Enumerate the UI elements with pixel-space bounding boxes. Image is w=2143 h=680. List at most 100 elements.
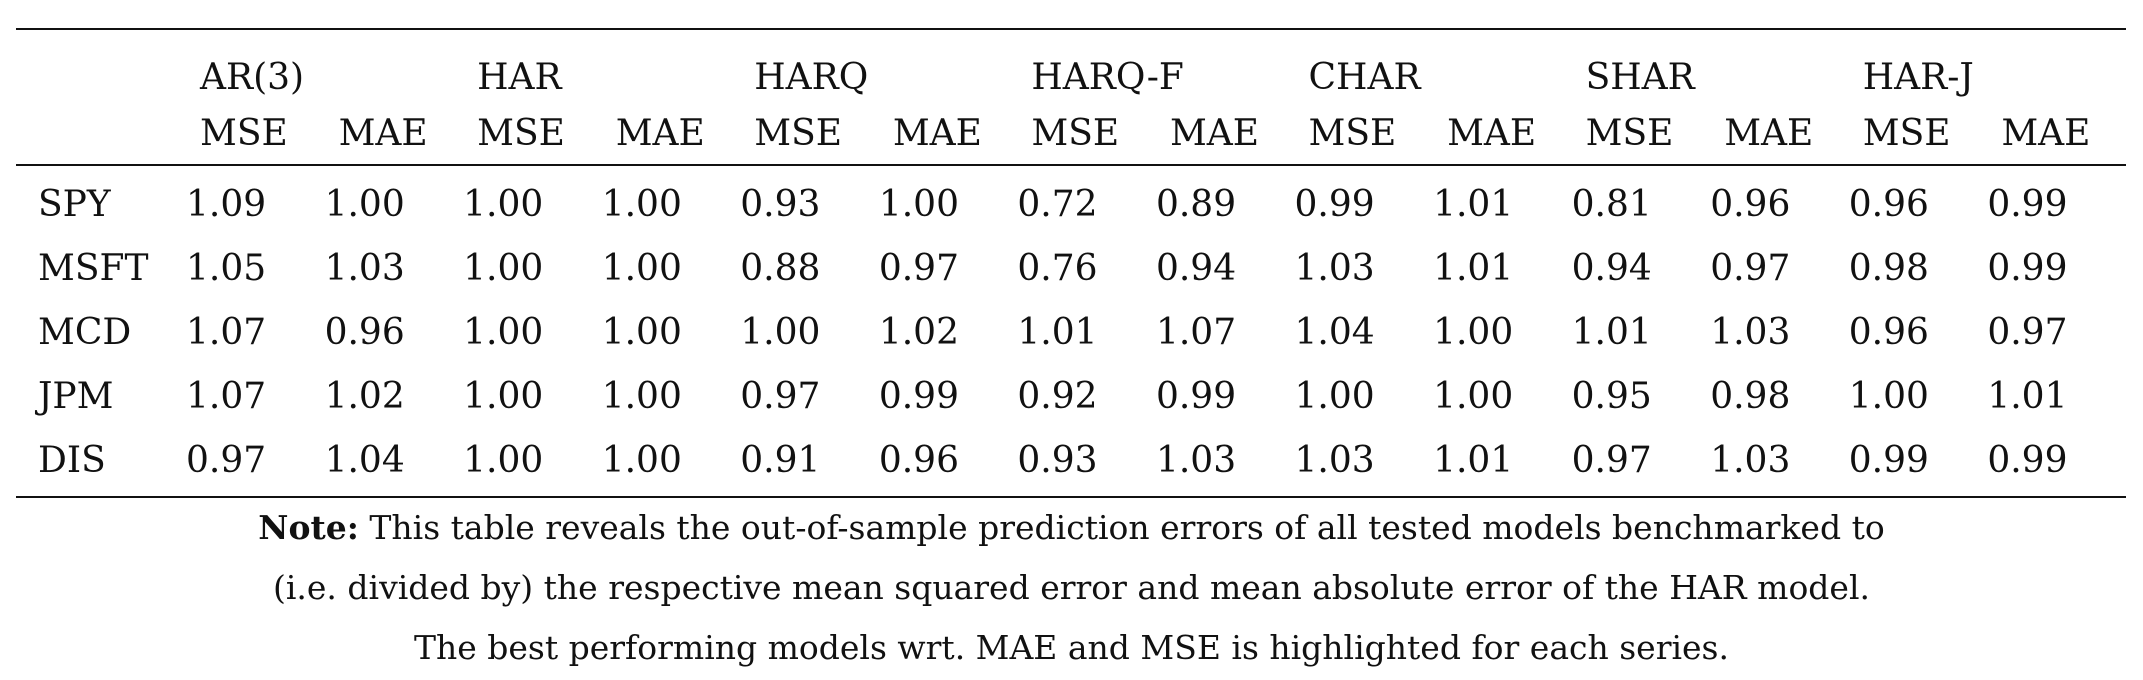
metric-header: MAE [878,102,1018,166]
value-cell: 0.97 [740,375,821,417]
metric-header: MAE [1710,102,1849,166]
results-table-container: AR(3) HAR HARQ HARQ-F CHAR SHAR HAR-J MS… [16,28,2126,498]
value-cell: 0.99 [878,375,959,417]
value-cell: 0.99 [1848,428,1988,498]
value-cell: 1.03 [324,247,405,289]
series-label: DIS [16,428,186,498]
value-cell: 1.00 [740,311,821,353]
value-cell: 0.99 [1987,428,2126,498]
value-cell: 1.02 [324,375,405,417]
value-cell: 1.09 [186,183,267,225]
value-cell: 0.94 [1571,247,1652,289]
value-cell: 1.00 [1294,375,1375,417]
model-header: AR(3) [186,28,464,102]
model-header: HAR [463,28,741,102]
value-cell: 0.98 [1710,375,1791,417]
corner-cell [16,102,186,166]
value-cell: 0.95 [1571,375,1652,417]
value-cell: 0.99 [1987,247,2068,289]
value-cell: 1.01 [1017,311,1098,353]
value-cell: 1.01 [1433,428,1572,498]
value-cell: 0.92 [1017,375,1098,417]
value-cell: 1.00 [601,375,682,417]
value-cell: 0.91 [740,428,879,498]
metric-header-row: MSE MAE MSE MAE MSE MAE MSE MAE MSE MAE … [16,102,2126,166]
value-cell: 1.01 [1987,375,2068,417]
value-cell: 1.00 [463,183,544,225]
corner-cell [16,28,186,102]
value-cell: 1.07 [186,311,267,353]
value-cell: 0.96 [1848,311,1929,353]
value-cell: 0.99 [1987,183,2068,225]
value-cell: 0.97 [1710,247,1791,289]
note-line-3: The best performing models wrt. MAE and … [414,628,1729,667]
value-cell: 1.00 [1433,375,1514,417]
value-cell: 1.04 [324,428,464,498]
table-header: AR(3) HAR HARQ HARQ-F CHAR SHAR HAR-J MS… [16,28,2126,166]
note-text-1: This table reveals the out-of-sample pre… [369,508,1885,547]
series-label: MCD [38,311,132,353]
value-cell: 0.93 [740,183,821,225]
value-cell: 0.96 [324,311,405,353]
value-cell: 1.00 [601,428,741,498]
model-header-row: AR(3) HAR HARQ HARQ-F CHAR SHAR HAR-J [16,28,2126,102]
model-header: HARQ-F [1017,28,1295,102]
value-cell: 0.76 [1017,247,1098,289]
metric-header: MSE [1571,102,1711,166]
value-cell: 1.00 [463,311,544,353]
model-header: HAR-J [1848,28,2126,102]
value-cell: 0.93 [1017,428,1156,498]
value-cell: 1.01 [1433,183,1514,225]
value-cell: 0.99 [1155,375,1237,417]
value-cell: 1.07 [186,375,267,417]
value-cell: 1.02 [878,311,959,353]
value-cell: 1.01 [1433,247,1514,289]
results-table: AR(3) HAR HARQ HARQ-F CHAR SHAR HAR-J MS… [16,28,2126,498]
value-cell: 1.03 [1294,247,1375,289]
value-cell: 1.03 [1155,428,1295,498]
note-label: Note: [258,508,359,547]
value-cell: 1.01 [1571,311,1652,353]
value-cell: 0.89 [1155,183,1237,225]
value-cell: 1.03 [1710,428,1849,498]
value-cell: 1.00 [878,183,959,225]
value-cell: 0.72 [1017,183,1098,225]
metric-header: MAE [1987,102,2126,166]
series-label: JPM [38,375,114,417]
metric-header: MSE [463,102,602,166]
value-cell: 0.94 [1155,247,1237,289]
value-cell: 1.00 [463,428,602,498]
value-cell: 1.00 [1848,375,1929,417]
value-cell: 1.05 [186,247,267,289]
metric-header: MSE [186,102,325,166]
value-cell: 0.99 [1294,183,1375,225]
table-body: SPY 1.09 1.00 1.00 1.00 0.93 1.00 0.72 0… [16,165,2126,498]
value-cell: 0.96 [1848,183,1929,225]
value-cell: 0.97 [878,247,959,289]
value-cell: 0.97 [186,428,325,498]
value-cell: 0.96 [1710,183,1791,225]
table-row: SPY 1.09 1.00 1.00 1.00 0.93 1.00 0.72 0… [16,165,2126,236]
note-line-2: (i.e. divided by) the respective mean sq… [272,568,1871,607]
table-row: JPM 1.07 1.02 1.00 1.00 0.97 0.99 0.92 0… [16,364,2126,428]
value-cell: 1.03 [1710,311,1791,353]
value-cell: 0.97 [1987,311,2068,353]
value-cell: 1.00 [463,247,544,289]
value-cell: 1.03 [1294,428,1434,498]
metric-header: MSE [740,102,879,166]
series-label: SPY [38,183,111,225]
metric-header: MAE [1433,102,1572,166]
value-cell: 1.00 [1433,311,1514,353]
table-row: MCD 1.07 0.96 1.00 1.00 1.00 1.02 1.01 1… [16,300,2126,364]
value-cell: 0.98 [1848,247,1929,289]
note-line-1: Note: This table reveals the out-of-samp… [0,498,2143,558]
table-row: MSFT 1.05 1.03 1.00 1.00 0.88 0.97 0.76 … [16,236,2126,300]
value-cell: 0.96 [878,428,1018,498]
table-row: DIS 0.97 1.04 1.00 1.00 0.91 0.96 0.93 1… [16,428,2126,498]
value-cell: 1.07 [1155,311,1237,353]
table-note: Note: This table reveals the out-of-samp… [0,498,2143,678]
metric-header: MAE [601,102,741,166]
value-cell: 0.88 [740,247,821,289]
model-header: CHAR [1294,28,1572,102]
metric-header: MAE [1155,102,1295,166]
